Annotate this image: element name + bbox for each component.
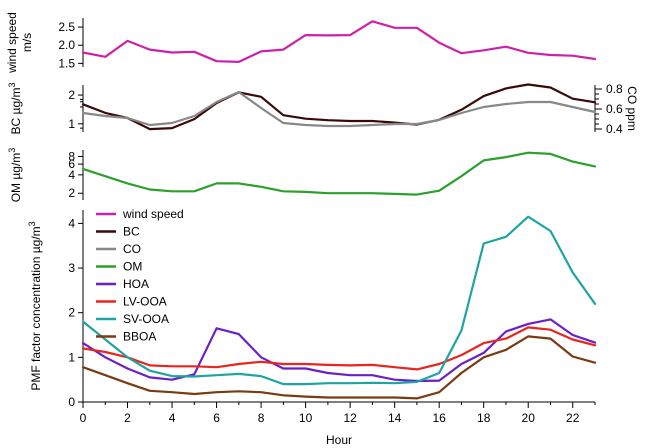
y-tick-label: 1.5: [58, 56, 75, 70]
y-tick-label: 2: [68, 186, 75, 200]
series-line-lv-ooa: [81, 326, 597, 371]
legend-label: OM: [123, 260, 142, 274]
x-tick-label: 8: [258, 411, 265, 425]
y-tick-label: 2: [68, 306, 75, 320]
series-line-wind-speed: [81, 20, 597, 64]
x-tick-label: 6: [213, 411, 220, 425]
x-tick-label: 20: [522, 411, 536, 425]
x-tick-label: 12: [343, 411, 357, 425]
y2-tick-label: 0.6: [606, 102, 623, 116]
legend-label: wind speed: [122, 207, 184, 221]
y-tick-label: 3: [68, 261, 75, 275]
y-tick-label: 2: [68, 88, 75, 102]
y-axis-title: PMF factor concentration µg/m3: [27, 221, 43, 390]
x-tick-label: 2: [124, 411, 131, 425]
legend-item: wind speed: [96, 207, 184, 221]
legend: wind speed BC CO OM HOA LV-OOA SV-OOA BBOA: [96, 207, 184, 344]
series-line-bboa: [81, 335, 597, 400]
y-tick-label: 1: [68, 117, 75, 131]
y-axis-unit: m/s: [20, 33, 34, 52]
legend-item: BBOA: [96, 330, 156, 344]
x-tick-label: 14: [388, 411, 402, 425]
legend-label: LV-OOA: [123, 295, 167, 309]
legend-label: CO: [123, 242, 141, 256]
y-axis-title-text: BC µg/m: [9, 88, 23, 135]
y-axis-title-superscript: 3: [7, 83, 17, 88]
panel-wind: 1.5 2.0 2.5 wind speed m/s: [5, 12, 597, 74]
y-axis-title-text: OM µg/m: [9, 153, 23, 203]
y-tick-label: 1: [68, 350, 75, 364]
legend-item: BC: [96, 225, 140, 239]
x-tick-label: 18: [477, 411, 491, 425]
legend-item: HOA: [96, 277, 149, 291]
x-tick-label: 0: [80, 411, 87, 425]
y-tick-label: 2.5: [58, 20, 75, 34]
y-tick-label: 0: [68, 395, 75, 409]
series-line-hoa: [81, 318, 597, 383]
y-axis-title-superscript: 3: [27, 221, 37, 226]
y-axis-title: BC µg/m3: [7, 83, 23, 135]
y2-tick-label: 0.8: [606, 82, 623, 96]
legend-label: BC: [123, 225, 140, 239]
legend-item: OM: [96, 260, 142, 274]
y-tick-label: 2.0: [58, 38, 75, 52]
legend-label: HOA: [123, 277, 149, 291]
y-axis-title: wind speed: [5, 12, 19, 74]
x-tick-label: 4: [169, 411, 176, 425]
series-line-bc: [81, 83, 597, 131]
y2-axis-title: CO ppm: [625, 86, 639, 131]
legend-item: CO: [96, 242, 141, 256]
y-axis-title-text: PMF factor concentration µg/m: [29, 226, 43, 390]
x-axis-title: Hour: [326, 433, 352, 447]
legend-item: SV-OOA: [96, 312, 169, 326]
legend-label: BBOA: [123, 330, 156, 344]
y-axis-title: OM µg/m3: [7, 148, 23, 203]
panel-bc_co: 1 2 0.4 0.6 0.8 CO ppm BC µg/m3: [7, 82, 639, 136]
y2-tick-label: 0.4: [606, 122, 623, 136]
series-line-sv-ooa: [81, 215, 597, 386]
series-line-co: [81, 90, 597, 128]
y-tick-label: 4: [68, 216, 75, 230]
y-axis-title-superscript: 3: [7, 148, 17, 153]
y-tick-label: 6: [68, 157, 75, 171]
y-tick-label: 4: [68, 168, 75, 182]
legend-item: LV-OOA: [96, 295, 167, 309]
x-tick-label: 22: [566, 411, 580, 425]
panel-om: 2 468 OM µg/m3: [7, 148, 597, 203]
legend-label: SV-OOA: [123, 312, 169, 326]
series-line-om: [81, 151, 597, 196]
x-tick-label: 10: [299, 411, 313, 425]
y-tick-label: 8: [68, 149, 75, 163]
x-tick-label: 16: [432, 411, 446, 425]
